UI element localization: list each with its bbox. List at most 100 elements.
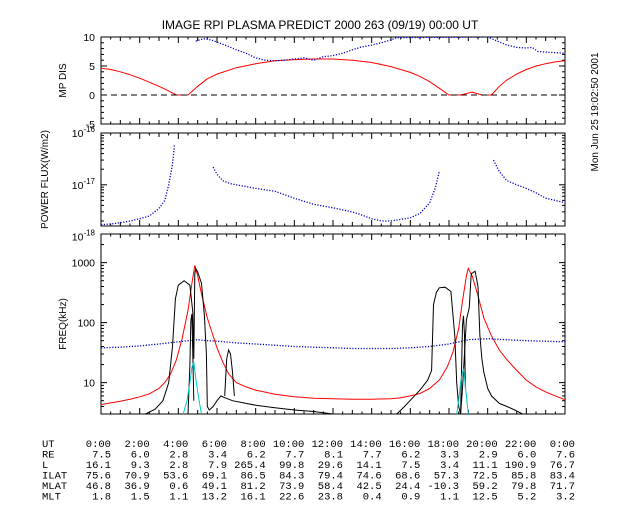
table-cell: 85.8	[511, 471, 536, 483]
plot-frame	[100, 132, 566, 227]
y-tick-label: 0	[89, 90, 95, 102]
series-black-spike-line	[460, 315, 466, 414]
table-cell: 59.2	[472, 481, 497, 493]
orbit-info-table: UT 0:00 2:00 4:00 6:00 8:00 10:00 12:00 14:00 16:…	[42, 439, 575, 504]
table-cell: 0:00	[550, 439, 575, 451]
table-cell: 46.8	[86, 481, 111, 493]
table-cell: 14:00	[350, 439, 382, 451]
table-row-label: ILAT	[42, 471, 67, 483]
series-black-bump-line	[224, 348, 235, 396]
table-cell: 22.6	[279, 492, 304, 504]
table-cell: 72.5	[472, 471, 497, 483]
plot-frame	[100, 233, 566, 415]
series-blue-line	[212, 166, 440, 222]
table-cell: 58.4	[318, 481, 343, 493]
table-cell: 2.8	[169, 450, 188, 462]
y-tick-label: 1000	[72, 258, 96, 270]
table-cell: 7.5	[401, 460, 420, 472]
table-cell: 49.1	[202, 481, 227, 493]
table-cell: 7.7	[363, 450, 382, 462]
table-cell: 13.2	[202, 492, 227, 504]
y-tick-label: 10-16	[72, 125, 96, 140]
series-black-spike-line	[187, 313, 195, 414]
panel-power-flux: 10-16 10-17 10-18 POWER FLUX(W/m2)	[40, 125, 566, 244]
table-cell: 81.2	[240, 481, 265, 493]
y-tick-label: 100	[77, 318, 95, 330]
table-cell: -10.3	[427, 481, 459, 493]
series-blue-line	[101, 144, 176, 226]
table-cell: 7.6	[556, 450, 575, 462]
table-cell: 83.4	[550, 471, 575, 483]
table-cell: 79.4	[318, 471, 343, 483]
series-black-line	[145, 266, 334, 414]
table-cell: 42.5	[356, 481, 381, 493]
series-blue-line	[195, 37, 565, 62]
table-cell: 16.1	[86, 460, 111, 472]
table-cell: 86.5	[240, 471, 265, 483]
y-axis-label: MP DIS	[58, 63, 69, 98]
table-cell: 6.0	[517, 450, 536, 462]
series-blue-line	[492, 159, 565, 204]
table-row-label: RE	[42, 450, 55, 462]
y-tick-label: 10	[83, 32, 95, 44]
table-cell: 190.9	[505, 460, 537, 472]
y-tick-label: 10	[83, 378, 95, 390]
y-tick-label: 5	[89, 61, 95, 73]
table-cell: 6:00	[202, 439, 227, 451]
table-cell: 75.6	[86, 471, 111, 483]
table-cell: 18:00	[427, 439, 459, 451]
table-cell: 99.8	[279, 460, 304, 472]
table-cell: 265.4	[234, 460, 266, 472]
table-cell: 70.9	[124, 471, 149, 483]
table-cell: 6.2	[401, 450, 420, 462]
series-cyan-line	[456, 368, 469, 414]
table-cell: 53.6	[163, 471, 188, 483]
table-cell: 2:00	[124, 439, 149, 451]
table-cell: 3.4	[208, 450, 227, 462]
table-cell: 7.7	[285, 450, 304, 462]
y-axis-label: FREQ(kHz)	[58, 298, 69, 350]
table-row-label: UT	[42, 439, 55, 451]
series-cyan-line	[182, 361, 202, 414]
table-cell: 24.4	[395, 481, 420, 493]
table-cell: 4:00	[163, 439, 188, 451]
table-cell: 74.6	[356, 471, 381, 483]
table-cell: 11.1	[472, 460, 497, 472]
table-cell: 3.4	[440, 460, 459, 472]
table-cell: 76.7	[550, 460, 575, 472]
table-row-label: L	[42, 460, 48, 472]
table-cell: 73.9	[279, 481, 304, 493]
table-cell: 68.6	[395, 471, 420, 483]
table-cell: 0:00	[86, 439, 111, 451]
table-cell: 16:00	[389, 439, 421, 451]
table-cell: 1.8	[92, 492, 111, 504]
print-timestamp: Mon Jun 25 19:02:50 2001	[590, 52, 601, 171]
y-tick-label: -5	[86, 119, 95, 131]
table-cell: 2.9	[479, 450, 498, 462]
table-cell: 6.0	[131, 450, 150, 462]
chart-title: IMAGE RPI PLASMA PREDICT 2000 263 (09/19…	[162, 18, 479, 32]
table-cell: 8.1	[324, 450, 343, 462]
table-cell: 10:00	[273, 439, 305, 451]
panel-mp-dis: -5 0 5 10 MP DIS	[58, 32, 566, 131]
table-cell: 2.8	[169, 460, 188, 472]
y-tick-label: 10-18	[72, 229, 96, 244]
y-axis-label: POWER FLUX(W/m2)	[40, 130, 51, 229]
table-row-label: MLT	[42, 492, 61, 504]
plot-frame	[100, 36, 566, 125]
table-cell: 14.1	[356, 460, 381, 472]
table-cell: 9.3	[131, 460, 150, 472]
table-cell: 7.5	[92, 450, 111, 462]
table-cell: 6.2	[247, 450, 266, 462]
table-cell: 1.1	[440, 492, 459, 504]
table-cell: 1.1	[169, 492, 188, 504]
table-cell: 69.1	[202, 471, 227, 483]
table-cell: 0.6	[169, 481, 188, 493]
y-tick-label: 10-17	[72, 177, 96, 192]
table-cell: 8:00	[240, 439, 265, 451]
table-cell: 71.7	[550, 481, 575, 493]
table-cell: 3.2	[556, 492, 575, 504]
table-cell: 57.3	[434, 471, 459, 483]
table-cell: 0.4	[363, 492, 382, 504]
